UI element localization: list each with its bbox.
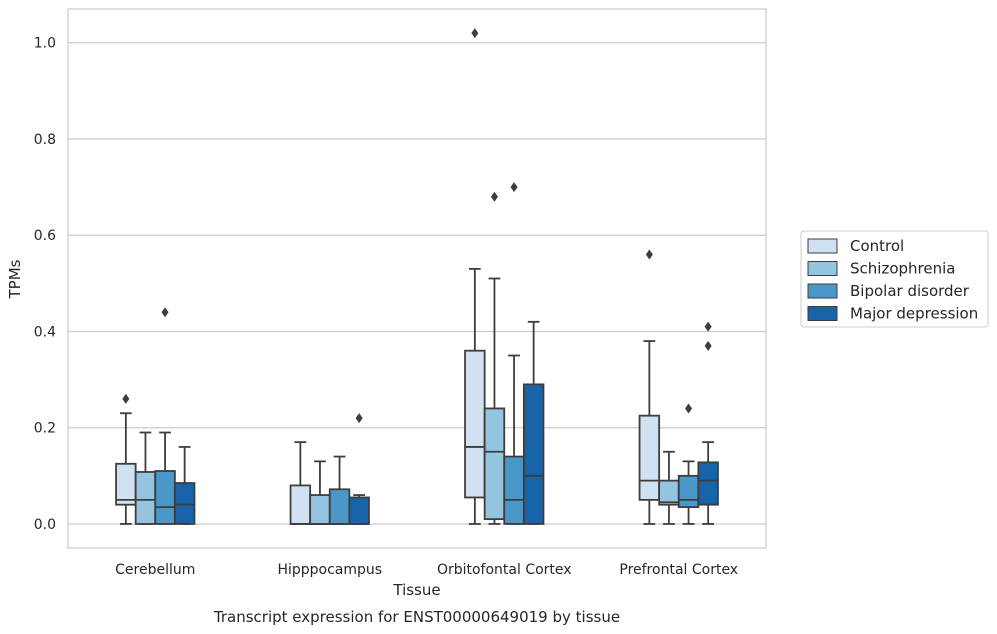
x-tick-label: Prefrontal Cortex [619, 562, 738, 578]
box-iqr [289, 484, 312, 525]
outlier-marker [122, 393, 130, 404]
box-schizophrenia [134, 431, 157, 525]
legend-swatch [807, 283, 838, 299]
box-schizophrenia [658, 450, 680, 525]
plot-frame [67, 8, 767, 549]
grid-layer [68, 42, 766, 525]
box-iqr [348, 496, 370, 525]
box-bipolar-disorder [677, 403, 700, 525]
legend-label: Major depression [850, 305, 978, 323]
x-axis-title: Tissue [392, 581, 440, 599]
box-bipolar-disorder [154, 307, 176, 525]
box-iqr [483, 407, 506, 521]
box-iqr [173, 482, 196, 525]
box-bipolar-disorder [328, 455, 351, 525]
box-iqr [309, 494, 331, 525]
box-control [289, 441, 312, 525]
outlier-marker [471, 28, 479, 39]
box-iqr [638, 414, 661, 501]
y-tick-label: 1.0 [34, 36, 56, 52]
legend-label: Bipolar disorder [850, 282, 970, 300]
box-iqr [154, 470, 176, 525]
box-iqr [503, 455, 525, 525]
outlier-marker [704, 321, 712, 332]
box-iqr [328, 488, 351, 525]
x-tick-label: Cerebellum [115, 562, 195, 578]
legend-swatch [807, 261, 838, 276]
outlier-marker [490, 191, 498, 202]
box-major-depression [697, 321, 719, 525]
outlier-marker [161, 307, 169, 318]
outlier-marker [355, 413, 363, 424]
y-tick-label: 0.0 [34, 517, 56, 533]
outlier-marker [645, 249, 653, 260]
box-layer [115, 28, 719, 525]
y-tick-label: 0.6 [34, 228, 56, 244]
y-axis-title: TPMs [6, 259, 24, 299]
box-iqr [658, 479, 680, 506]
box-major-depression [173, 446, 196, 525]
chart-title: Transcript expression for ENST0000064901… [213, 608, 620, 626]
outlier-marker [704, 340, 712, 351]
box-major-depression [348, 413, 370, 525]
x-tick-label: Hipppocampus [277, 562, 382, 578]
box-bipolar-disorder [503, 182, 525, 525]
box-schizophrenia [309, 460, 331, 525]
box-schizophrenia [483, 191, 506, 525]
x-tick-label: Orbitofontal Cortex [437, 562, 572, 578]
legend-label: Schizophrenia [850, 260, 955, 278]
legend: Control Schizophrenia Bipolar disorder Majo… [800, 230, 989, 328]
outlier-marker [510, 182, 518, 193]
legend-swatch [807, 306, 838, 321]
legend-frame [800, 230, 989, 328]
tick-layer: 0.0 0.2 0.4 0.6 0.8 1.0 Cerebellum Hipppocampus… [34, 36, 738, 578]
legend-swatch [807, 238, 838, 254]
box-iqr [697, 461, 719, 506]
box-major-depression [522, 320, 545, 525]
box-iqr [522, 383, 545, 525]
box-control [638, 249, 661, 525]
outlier-marker [685, 403, 693, 414]
y-tick-label: 0.4 [34, 324, 56, 340]
box-control [464, 28, 486, 525]
box-iqr [464, 349, 486, 499]
y-tick-label: 0.2 [34, 421, 56, 437]
y-tick-label: 0.8 [34, 132, 56, 148]
box-iqr [115, 462, 137, 506]
legend-label: Control [850, 237, 904, 255]
box-control [115, 393, 137, 525]
box-iqr [677, 474, 700, 508]
box-iqr [134, 471, 157, 525]
